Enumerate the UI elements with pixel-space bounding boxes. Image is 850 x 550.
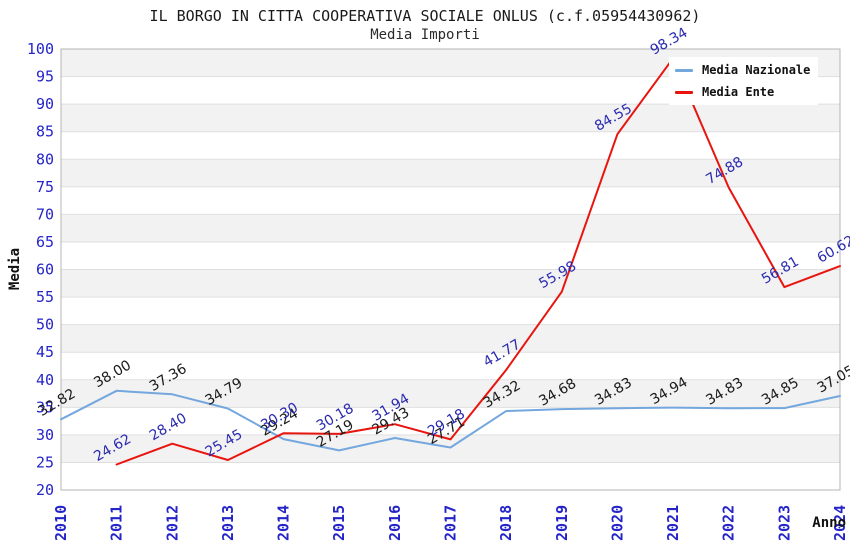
- x-tick-label: 2013: [219, 505, 237, 541]
- x-axis-title: Anno: [812, 515, 846, 531]
- y-tick-label: 45: [36, 343, 54, 361]
- plot-area: 20 25 30 35 40 45 50 55 60 65 70 75 80 85 90 95 100 2010 2…: [27, 25, 850, 541]
- chart-subtitle: Media Importi: [370, 27, 480, 43]
- y-tick-label: 40: [36, 371, 54, 389]
- legend-item-media-nazionale: Media Nazionale: [675, 63, 810, 77]
- chart-title: IL BORGO IN CITTA COOPERATIVA SOCIALE ON…: [149, 7, 701, 25]
- x-tick-label: 2016: [386, 505, 404, 541]
- x-tick-label: 2017: [442, 505, 460, 541]
- y-tick-label: 20: [36, 481, 54, 499]
- x-tick-label: 2020: [608, 505, 626, 541]
- y-tick-label: 80: [36, 150, 54, 168]
- y-tick-label: 55: [36, 288, 54, 306]
- x-tick-label: 2021: [664, 505, 682, 541]
- x-tick-label: 2011: [108, 505, 126, 541]
- x-tick-label: 2015: [330, 505, 348, 541]
- series-line-media-ente: [115, 57, 841, 466]
- y-tick-label: 95: [36, 68, 54, 86]
- y-tick-label: 65: [36, 233, 54, 251]
- plot-border: [60, 48, 841, 491]
- legend-swatch-media-ente-icon: [675, 90, 693, 94]
- x-tick-label: 2012: [163, 505, 181, 541]
- legend-label-media-nazionale: Media Nazionale: [702, 63, 811, 77]
- plot-band: [61, 104, 840, 132]
- x-tick-label: 2024: [831, 505, 849, 541]
- y-axis-title: Media: [7, 248, 23, 290]
- series-line-media-nazionale: [60, 389, 841, 452]
- plot-band: [61, 269, 840, 298]
- legend-label-media-ente: Media Ente: [702, 85, 775, 99]
- plot-band: [61, 159, 840, 187]
- x-tick-label: 2022: [720, 505, 738, 541]
- y-tick-label: 75: [36, 178, 54, 196]
- x-tick-label: 2019: [553, 505, 571, 541]
- y-tick-label: 25: [36, 453, 54, 471]
- legend-swatch-media-nazionale-icon: [675, 68, 693, 72]
- y-tick-label: 100: [27, 40, 54, 58]
- x-tick-label: 2023: [775, 505, 793, 541]
- y-tick-label: 60: [36, 261, 54, 279]
- plot-band: [61, 324, 840, 353]
- x-tick-label: 2010: [52, 505, 70, 541]
- y-tick-label: 35: [36, 398, 54, 416]
- x-tick-label: 2018: [497, 505, 515, 541]
- plot-band: [61, 214, 840, 242]
- legend-item-media-ente: Media Ente: [675, 85, 810, 99]
- y-tick-label: 30: [36, 426, 54, 444]
- x-tick-label: 2014: [275, 505, 293, 541]
- y-tick-label: 90: [36, 95, 54, 113]
- y-tick-label: 85: [36, 123, 54, 141]
- legend: Media Nazionale Media Ente: [669, 57, 819, 105]
- y-tick-label: 50: [36, 316, 54, 334]
- y-tick-label: 70: [36, 205, 54, 223]
- plot-band: [61, 379, 840, 408]
